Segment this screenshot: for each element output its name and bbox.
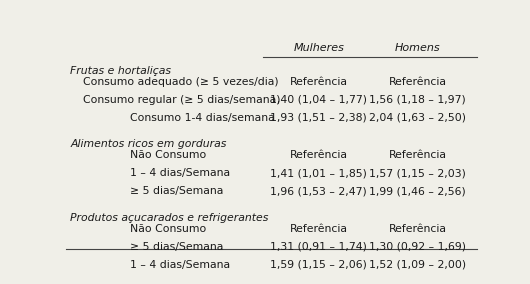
Text: Produtos açucarados e refrigerantes: Produtos açucarados e refrigerantes	[70, 213, 269, 223]
Text: Mulheres: Mulheres	[294, 43, 344, 53]
Text: 1,57 (1,15 – 2,03): 1,57 (1,15 – 2,03)	[369, 168, 466, 178]
Text: Referência: Referência	[290, 224, 348, 234]
Text: 2,04 (1,63 – 2,50): 2,04 (1,63 – 2,50)	[369, 112, 466, 123]
Text: Alimentos ricos em gorduras: Alimentos ricos em gorduras	[70, 139, 227, 149]
Text: Consumo 1-4 dias/semana: Consumo 1-4 dias/semana	[130, 112, 275, 123]
Text: 1,52 (1,09 – 2,00): 1,52 (1,09 – 2,00)	[369, 260, 466, 270]
Text: 1,41 (1,01 – 1,85): 1,41 (1,01 – 1,85)	[270, 168, 367, 178]
Text: ≥ 5 dias/Semana: ≥ 5 dias/Semana	[130, 242, 223, 252]
Text: 1,30 (0,92 – 1,69): 1,30 (0,92 – 1,69)	[369, 242, 466, 252]
Text: Homens: Homens	[395, 43, 440, 53]
Text: 1,40 (1,04 – 1,77): 1,40 (1,04 – 1,77)	[270, 95, 367, 105]
Text: 1,99 (1,46 – 2,56): 1,99 (1,46 – 2,56)	[369, 186, 466, 196]
Text: 1 – 4 dias/Semana: 1 – 4 dias/Semana	[130, 260, 230, 270]
Text: 1,56 (1,18 – 1,97): 1,56 (1,18 – 1,97)	[369, 95, 466, 105]
Text: Não Consumo: Não Consumo	[130, 150, 206, 160]
Text: Consumo regular (≥ 5 dias/semana): Consumo regular (≥ 5 dias/semana)	[83, 95, 280, 105]
Text: ≥ 5 dias/Semana: ≥ 5 dias/Semana	[130, 186, 223, 196]
Text: 1,93 (1,51 – 2,38): 1,93 (1,51 – 2,38)	[270, 112, 367, 123]
Text: 1,96 (1,53 – 2,47): 1,96 (1,53 – 2,47)	[270, 186, 367, 196]
Text: Referência: Referência	[290, 150, 348, 160]
Text: Consumo adequado (≥ 5 vezes/dia): Consumo adequado (≥ 5 vezes/dia)	[83, 77, 278, 87]
Text: Referência: Referência	[388, 150, 446, 160]
Text: Não Consumo: Não Consumo	[130, 224, 206, 234]
Text: 1,59 (1,15 – 2,06): 1,59 (1,15 – 2,06)	[270, 260, 367, 270]
Text: Referência: Referência	[388, 224, 446, 234]
Text: Frutas e hortaliças: Frutas e hortaliças	[70, 66, 171, 76]
Text: Referência: Referência	[388, 77, 446, 87]
Text: 1 – 4 dias/Semana: 1 – 4 dias/Semana	[130, 168, 230, 178]
Text: Referência: Referência	[290, 77, 348, 87]
Text: 1,31 (0,91 – 1,74): 1,31 (0,91 – 1,74)	[270, 242, 367, 252]
